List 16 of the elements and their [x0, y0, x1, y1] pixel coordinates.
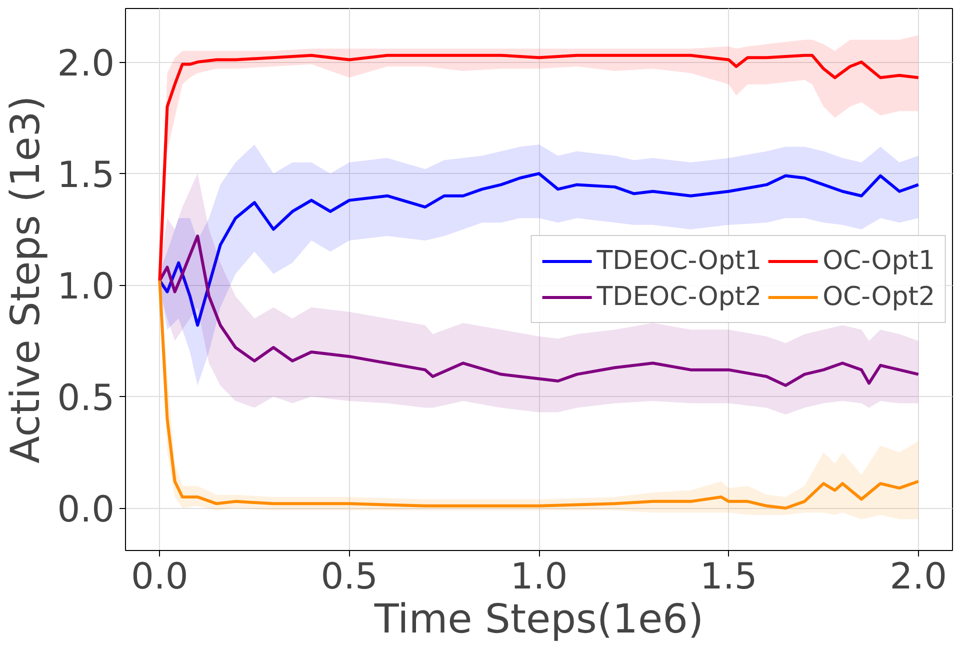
y-axis-title: Active Steps (1e3): [3, 96, 50, 464]
x-tick-label: 1.5: [700, 556, 758, 598]
y-tick-label: 1.0: [57, 266, 115, 308]
x-axis-title: Time Steps(1e6): [373, 596, 704, 642]
x-tick-label: 0.5: [320, 556, 378, 598]
y-tick-label: 1.5: [57, 155, 115, 196]
x-tick-label: 0.0: [131, 556, 188, 598]
legend-label: OC-Opt2: [822, 282, 935, 312]
x-tick-label: 1.0: [510, 556, 568, 598]
y-tick-label: 0.0: [57, 490, 115, 531]
legend-label: OC-Opt1: [822, 246, 935, 276]
legend-label: TDEOC-Opt1: [596, 246, 762, 276]
y-tick-label: 0.5: [57, 378, 115, 420]
y-tick-label: 2.0: [57, 44, 115, 85]
x-tick-label: 2.0: [890, 556, 947, 598]
legend-label: TDEOC-Opt2: [596, 282, 762, 312]
